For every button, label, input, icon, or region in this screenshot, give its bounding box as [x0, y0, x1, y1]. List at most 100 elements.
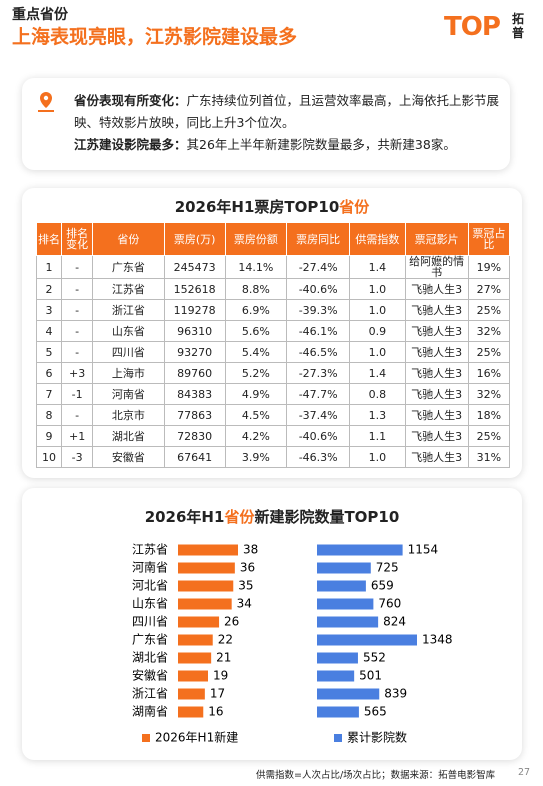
table-cell: 8	[35, 404, 63, 426]
notes-box: 省份表现有所变化：广东持续位列首位，且运营效率最高，上海依托上影节展映、特效影片…	[22, 78, 510, 170]
table-cell: -37.4%	[286, 404, 351, 426]
data-label: 35	[238, 579, 253, 593]
bar	[317, 544, 403, 556]
table-cell: 飞驰人生3	[404, 299, 469, 321]
category-label: 广东省	[132, 633, 168, 647]
header-row: 排名 排名变化 省份 票房(万) 票房份额 票房同比 供需指数 票冠影片 票冠占比	[35, 222, 511, 256]
table-cell: 山东省	[92, 320, 165, 342]
header-cell: 排名	[35, 222, 63, 256]
table-cell: 飞驰人生3	[404, 404, 469, 426]
table-cell: -46.5%	[286, 341, 351, 363]
table-cell: 四川省	[92, 341, 165, 363]
table-row: 1- 广东省 245473 14.1% -27.4% 1.4 给阿嬷的情书 19%	[35, 255, 511, 279]
bar	[317, 634, 417, 646]
table-cell: 152618	[163, 278, 226, 300]
title-part: 新建影院数量TOP10	[254, 508, 400, 526]
bar	[178, 652, 212, 664]
table-cell: 27%	[467, 278, 511, 300]
title-highlight: 省份	[224, 508, 255, 526]
table-cell: 245473	[163, 255, 226, 279]
table-cell: -47.7%	[286, 383, 351, 405]
table-cell: -27.3%	[286, 362, 351, 384]
table-cell: 广东省	[92, 255, 165, 279]
table-cell: 2	[35, 278, 63, 300]
bar	[317, 652, 358, 664]
note-label: 省份表现有所变化：	[74, 93, 187, 108]
table-cell: 67641	[163, 446, 226, 468]
data-label: 760	[378, 597, 401, 611]
header-cell: 票房份额	[224, 222, 288, 256]
page-title: 上海表现亮眼，江苏影院建设最多	[12, 26, 298, 48]
data-label: 26	[224, 615, 239, 629]
table-cell: -1	[61, 383, 94, 405]
table-cell: 84383	[163, 383, 226, 405]
table-cell: 飞驰人生3	[404, 341, 469, 363]
header-cell: 票冠占比	[467, 222, 511, 256]
title-part: 2026年H1	[144, 508, 225, 526]
table-cell: -	[61, 320, 94, 342]
table-cell: 1.0	[349, 446, 406, 468]
table-cell: -40.6%	[286, 278, 351, 300]
data-label: 659	[371, 579, 394, 593]
table-cell: 1.3	[349, 404, 406, 426]
table-cell: -3	[61, 446, 94, 468]
bar	[178, 616, 220, 628]
table-cell: 浙江省	[92, 299, 165, 321]
table-cell: 湖北省	[92, 425, 165, 447]
table-cell: 1.0	[349, 299, 406, 321]
table-cell: 6.9%	[224, 299, 288, 321]
table-cell: 1.1	[349, 425, 406, 447]
bar	[317, 562, 371, 574]
header-cell: 票房同比	[286, 222, 351, 256]
data-label: 565	[364, 705, 387, 719]
table-cell: 0.9	[349, 320, 406, 342]
table-cell: 8.8%	[224, 278, 288, 300]
table-cell: 4.5%	[224, 404, 288, 426]
bar	[178, 634, 213, 646]
table-cell: 1.4	[349, 255, 406, 279]
data-label: 1154	[408, 543, 439, 557]
table-row: 10 -3 安徽省 67641 3.9% -46.3% 1.0 飞驰人生3 31%	[35, 446, 511, 468]
table-cell: -46.3%	[286, 446, 351, 468]
table-cell: 飞驰人生3	[404, 278, 469, 300]
table-cell: 北京市	[92, 404, 165, 426]
box-office-table: 排名 排名变化 省份 票房(万) 票房份额 票房同比 供需指数 票冠影片 票冠占比 1- 广东省 24…	[35, 222, 511, 468]
table-row: 4- 山东省 96310 5.6% -46.1% 0.9 飞驰人生3 32%	[35, 320, 511, 342]
table-cell: 31%	[467, 446, 511, 468]
bar	[178, 670, 208, 682]
data-label: 16	[208, 705, 223, 719]
data-label: 38	[243, 543, 258, 557]
logo-char: 普	[512, 26, 525, 40]
data-label: 22	[218, 633, 233, 647]
bar	[178, 580, 234, 592]
category-label: 山东省	[132, 597, 168, 611]
category-label: 四川省	[132, 615, 168, 629]
category-label: 江苏省	[132, 543, 168, 557]
note-label: 江苏建设影院最多：	[74, 137, 187, 152]
table-cell: 5.4%	[224, 341, 288, 363]
data-label: 19	[213, 669, 228, 683]
chart-card: 2026年H1省份新建影院数量TOP10 38 36 35 34 26 22 21 19 17 1…	[22, 488, 522, 760]
bar	[178, 688, 205, 700]
table-cell: 7	[35, 383, 63, 405]
table-cell: 18%	[467, 404, 511, 426]
data-label: 21	[216, 651, 231, 665]
table-cell: 93270	[163, 341, 226, 363]
chart-title: 2026年H1省份新建影院数量TOP10	[22, 506, 522, 527]
data-label: 34	[237, 597, 252, 611]
category-label: 湖北省	[132, 650, 168, 665]
legend-label: 累计影院数	[347, 730, 407, 745]
table-cell: -40.6%	[286, 425, 351, 447]
table-cell: 4.9%	[224, 383, 288, 405]
table-cell: 飞驰人生3	[404, 383, 469, 405]
table-card: 2026年H1票房TOP10省份 排名 排名变化 省份 票房(万) 票房份额 票房同比 供需…	[22, 188, 522, 478]
table-cell: 给阿嬷的情书	[404, 255, 469, 279]
logo-char: 拓	[512, 12, 525, 26]
bar	[178, 562, 235, 574]
page-number: 27	[518, 767, 531, 778]
table-cell: 6	[35, 362, 63, 384]
table-row: 9 +1 湖北省 72830 4.2% -40.6% 1.1 飞驰人生3 25%	[35, 425, 511, 447]
table-row: 7 -1 河南省 84383 4.9% -47.7% 0.8 飞驰人生3 32%	[35, 383, 511, 405]
table-cell: 0.8	[349, 383, 406, 405]
